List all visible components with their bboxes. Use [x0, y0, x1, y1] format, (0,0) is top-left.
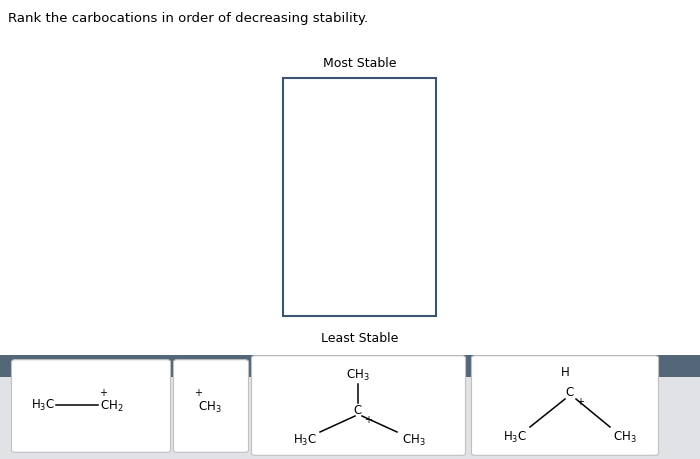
Text: +: +: [194, 388, 202, 398]
Text: $\mathregular{CH_3}$: $\mathregular{CH_3}$: [613, 430, 637, 445]
Text: $\mathregular{H_3C}$: $\mathregular{H_3C}$: [293, 432, 317, 448]
Text: $\mathregular{H_3C}$: $\mathregular{H_3C}$: [503, 430, 527, 445]
FancyBboxPatch shape: [472, 356, 659, 455]
Text: C: C: [566, 386, 574, 398]
Bar: [283, 78, 436, 316]
Text: $\mathregular{CH_3}$: $\mathregular{CH_3}$: [402, 432, 426, 448]
FancyBboxPatch shape: [174, 360, 248, 452]
Bar: [0, 377, 700, 459]
Text: Least Stable: Least Stable: [321, 332, 398, 345]
Text: $\mathregular{H_3C}$: $\mathregular{H_3C}$: [31, 397, 55, 413]
Text: +: +: [576, 397, 584, 407]
Text: Most Stable: Most Stable: [323, 57, 396, 70]
Text: $\mathregular{CH_3}$: $\mathregular{CH_3}$: [346, 368, 370, 382]
FancyBboxPatch shape: [11, 360, 171, 452]
Text: H: H: [561, 365, 569, 379]
Text: $\mathregular{CH_2}$: $\mathregular{CH_2}$: [100, 398, 124, 414]
Text: Rank the carbocations in order of decreasing stability.: Rank the carbocations in order of decrea…: [8, 12, 368, 25]
FancyBboxPatch shape: [251, 356, 466, 455]
Text: +: +: [99, 388, 107, 398]
Text: Answer Bank: Answer Bank: [314, 361, 386, 371]
Text: C: C: [354, 403, 362, 416]
Bar: [0, 355, 700, 377]
Text: $\mathregular{CH_3}$: $\mathregular{CH_3}$: [198, 399, 222, 414]
Text: +: +: [364, 415, 372, 425]
